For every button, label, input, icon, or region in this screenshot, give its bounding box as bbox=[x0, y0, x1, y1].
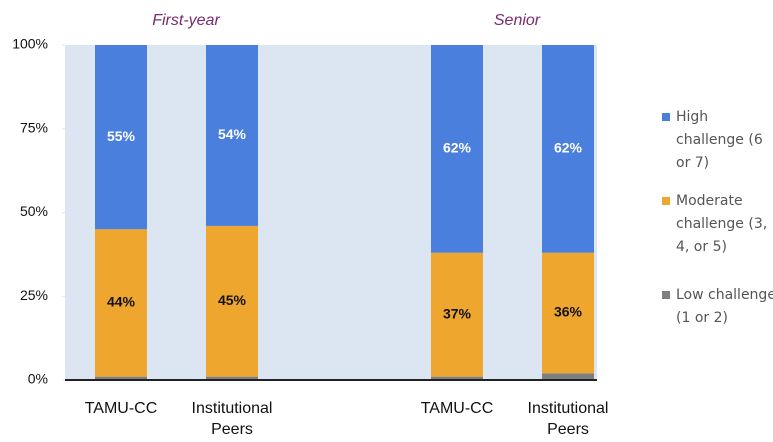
data-label: 54% bbox=[218, 126, 247, 142]
y-tick-label: 25% bbox=[20, 287, 48, 303]
panel-title: Senior bbox=[494, 12, 541, 29]
bar-segment: High challenge (6 or 7) bbox=[431, 45, 483, 253]
legend-swatch bbox=[662, 197, 670, 205]
bar-segment: Low challenge (1 or 2) bbox=[431, 376, 483, 380]
data-label: 37% bbox=[443, 305, 472, 321]
data-label: 36% bbox=[554, 304, 583, 320]
bar-segment: Low challenge (1 or 2) bbox=[95, 376, 147, 380]
y-tick-label: 0% bbox=[28, 371, 48, 387]
panel-title: First-year bbox=[152, 12, 220, 29]
legend-entry: Low challenge (1 or 2) bbox=[676, 287, 773, 326]
legend-swatch bbox=[662, 291, 670, 299]
bar-segment: Moderate challenge (3, 4, or 5) bbox=[95, 229, 147, 377]
y-tick-label: 50% bbox=[20, 203, 48, 219]
x-tick-label: Institutional Peers bbox=[191, 400, 273, 438]
bar-segment: High challenge (6 or 7) bbox=[542, 45, 594, 253]
bar-segment: Low challenge (1 or 2) bbox=[206, 376, 258, 380]
bar-segment: Moderate challenge (3, 4, or 5) bbox=[542, 252, 594, 374]
data-label: 62% bbox=[554, 140, 583, 156]
x-tick-label: Institutional Peers bbox=[527, 400, 609, 438]
x-tick-label: TAMU-CC bbox=[420, 400, 494, 417]
data-label: 45% bbox=[218, 292, 247, 308]
bar-segment: Moderate challenge (3, 4, or 5) bbox=[206, 225, 258, 377]
x-tick-label: TAMU-CC bbox=[84, 400, 158, 417]
data-label: 62% bbox=[443, 140, 472, 156]
y-tick-label: 100% bbox=[12, 36, 48, 52]
legend-entry: High challenge (6 or 7) bbox=[676, 109, 763, 171]
bar-segment: Low challenge (1 or 2) bbox=[542, 373, 594, 380]
data-label: 55% bbox=[107, 128, 136, 144]
y-tick-label: 75% bbox=[20, 119, 48, 135]
legend-swatch bbox=[662, 113, 670, 121]
bar-segment: High challenge (6 or 7) bbox=[206, 45, 258, 226]
data-label: 44% bbox=[107, 294, 136, 310]
legend-entry: Moderate challenge (3, 4, or 5) bbox=[676, 193, 768, 255]
bar-segment: Moderate challenge (3, 4, or 5) bbox=[431, 252, 483, 377]
bar-segment: High challenge (6 or 7) bbox=[95, 45, 147, 230]
plot-background bbox=[65, 45, 597, 380]
